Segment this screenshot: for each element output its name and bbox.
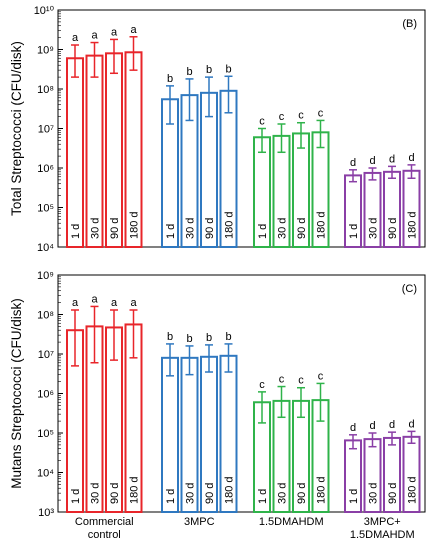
chart-panel-c: (C) Mutans Streptococci (CFU/disk) 10³ 10⁴ 1… (9, 270, 426, 519)
significance-letter: d (389, 419, 395, 431)
y-tick-label: 10⁷ (38, 124, 54, 136)
y-tick-label: 10⁵ (37, 428, 54, 440)
timepoint-label: 30 d (90, 483, 102, 504)
timepoint-label: 180 d (316, 476, 328, 504)
timepoint-label: 1 d (70, 224, 82, 239)
significance-letter: a (72, 297, 79, 309)
y-tick-label: 10³ (38, 507, 54, 519)
x-category-label-line: 3MPC (184, 516, 215, 528)
timepoint-label: 180 d (224, 476, 236, 504)
timepoint-label: 1 d (348, 489, 360, 504)
timepoint-label: 90 d (387, 218, 399, 239)
y-tick-label: 10⁷ (38, 349, 54, 361)
y-tick-label: 10⁸ (37, 310, 54, 322)
x-category-label-line: control (88, 529, 121, 541)
significance-letter: d (350, 157, 356, 169)
x-category-label: 3MPC+ 1.5DMAHDM (350, 516, 415, 541)
timepoint-label: 180 d (129, 476, 141, 504)
significance-letter: d (408, 152, 414, 164)
significance-letter: a (111, 26, 118, 38)
timepoint-label: 180 d (407, 211, 419, 239)
y-tick-label: 10⁵ (37, 203, 54, 215)
timepoint-label: 1 d (70, 489, 82, 504)
bar (66, 57, 84, 248)
timepoint-label: 180 d (129, 211, 141, 239)
significance-letter: b (167, 73, 173, 85)
timepoint-label: 90 d (204, 218, 216, 239)
y-tick-label: 10⁹ (37, 270, 54, 282)
significance-letter: c (298, 375, 304, 387)
significance-letter: c (279, 111, 285, 123)
significance-letter: a (130, 297, 137, 309)
significance-letter: c (318, 107, 324, 119)
y-axis-label: Total Streptococci (CFU/disk) (9, 41, 24, 216)
significance-letter: b (225, 63, 231, 75)
panel-label: (C) (402, 283, 417, 295)
significance-letter: d (350, 422, 356, 434)
significance-letter: b (186, 333, 192, 345)
timepoint-label: 30 d (368, 483, 380, 504)
timepoint-label: 30 d (185, 483, 197, 504)
significance-letter: d (389, 153, 395, 165)
significance-letter: a (111, 297, 118, 309)
timepoint-label: 30 d (277, 483, 289, 504)
significance-letter: a (91, 293, 98, 305)
y-tick-label: 10⁶ (37, 389, 54, 401)
timepoint-label: 30 d (90, 218, 102, 239)
x-category-label-line: 3MPC+ (364, 516, 401, 528)
significance-letter: a (130, 24, 137, 36)
timepoint-label: 90 d (109, 483, 121, 504)
timepoint-label: 90 d (204, 483, 216, 504)
y-tick-label: 10⁴ (37, 468, 54, 480)
timepoint-label: 30 d (277, 218, 289, 239)
significance-letter: c (279, 374, 285, 386)
y-axis-label: Mutans Streptococci (CFU/disk) (9, 298, 24, 489)
x-category-label: 3MPC (184, 516, 215, 528)
y-tick-label: 10⁸ (37, 84, 54, 96)
timepoint-label: 1 d (165, 489, 177, 504)
significance-letter: d (369, 420, 375, 432)
chart-panel-b: (B) Total Streptococci (CFU/disk) 10⁴ 10⁵ 10… (9, 5, 426, 254)
significance-letter: a (72, 32, 79, 44)
timepoint-label: 1 d (348, 224, 360, 239)
x-category-label: 1.5DMAHDM (259, 516, 324, 528)
y-tick-label: 10⁹ (37, 45, 54, 57)
significance-letter: c (298, 110, 304, 122)
significance-letter: b (206, 332, 212, 344)
timepoint-label: 180 d (407, 476, 419, 504)
x-category-label-line: 1.5DMAHDM (350, 529, 415, 541)
significance-letter: c (259, 379, 265, 391)
timepoint-label: 90 d (109, 218, 121, 239)
timepoint-label: 180 d (316, 211, 328, 239)
significance-letter: b (167, 331, 173, 343)
x-category-label-line: Commercial (75, 516, 134, 528)
timepoint-label: 1 d (165, 224, 177, 239)
panel-label: (B) (402, 18, 417, 30)
timepoint-label: 30 d (368, 218, 380, 239)
significance-letter: c (318, 370, 324, 382)
significance-letter: b (186, 66, 192, 78)
y-tick-label: 10⁶ (37, 163, 54, 175)
timepoint-label: 1 d (257, 224, 269, 239)
y-tick-label: 10¹⁰ (34, 5, 55, 17)
timepoint-label: 1 d (257, 489, 269, 504)
timepoint-label: 180 d (224, 211, 236, 239)
significance-letter: a (91, 30, 98, 42)
y-tick-label: 10⁴ (37, 242, 54, 254)
significance-letter: d (369, 155, 375, 167)
x-category-label-line: 1.5DMAHDM (259, 516, 324, 528)
timepoint-label: 30 d (185, 218, 197, 239)
timepoint-label: 90 d (387, 483, 399, 504)
timepoint-label: 90 d (296, 483, 308, 504)
significance-letter: c (259, 116, 265, 128)
significance-letter: d (408, 418, 414, 430)
x-category-label: Commercial control (75, 516, 134, 541)
timepoint-label: 90 d (296, 218, 308, 239)
significance-letter: b (206, 64, 212, 76)
significance-letter: b (225, 331, 231, 343)
